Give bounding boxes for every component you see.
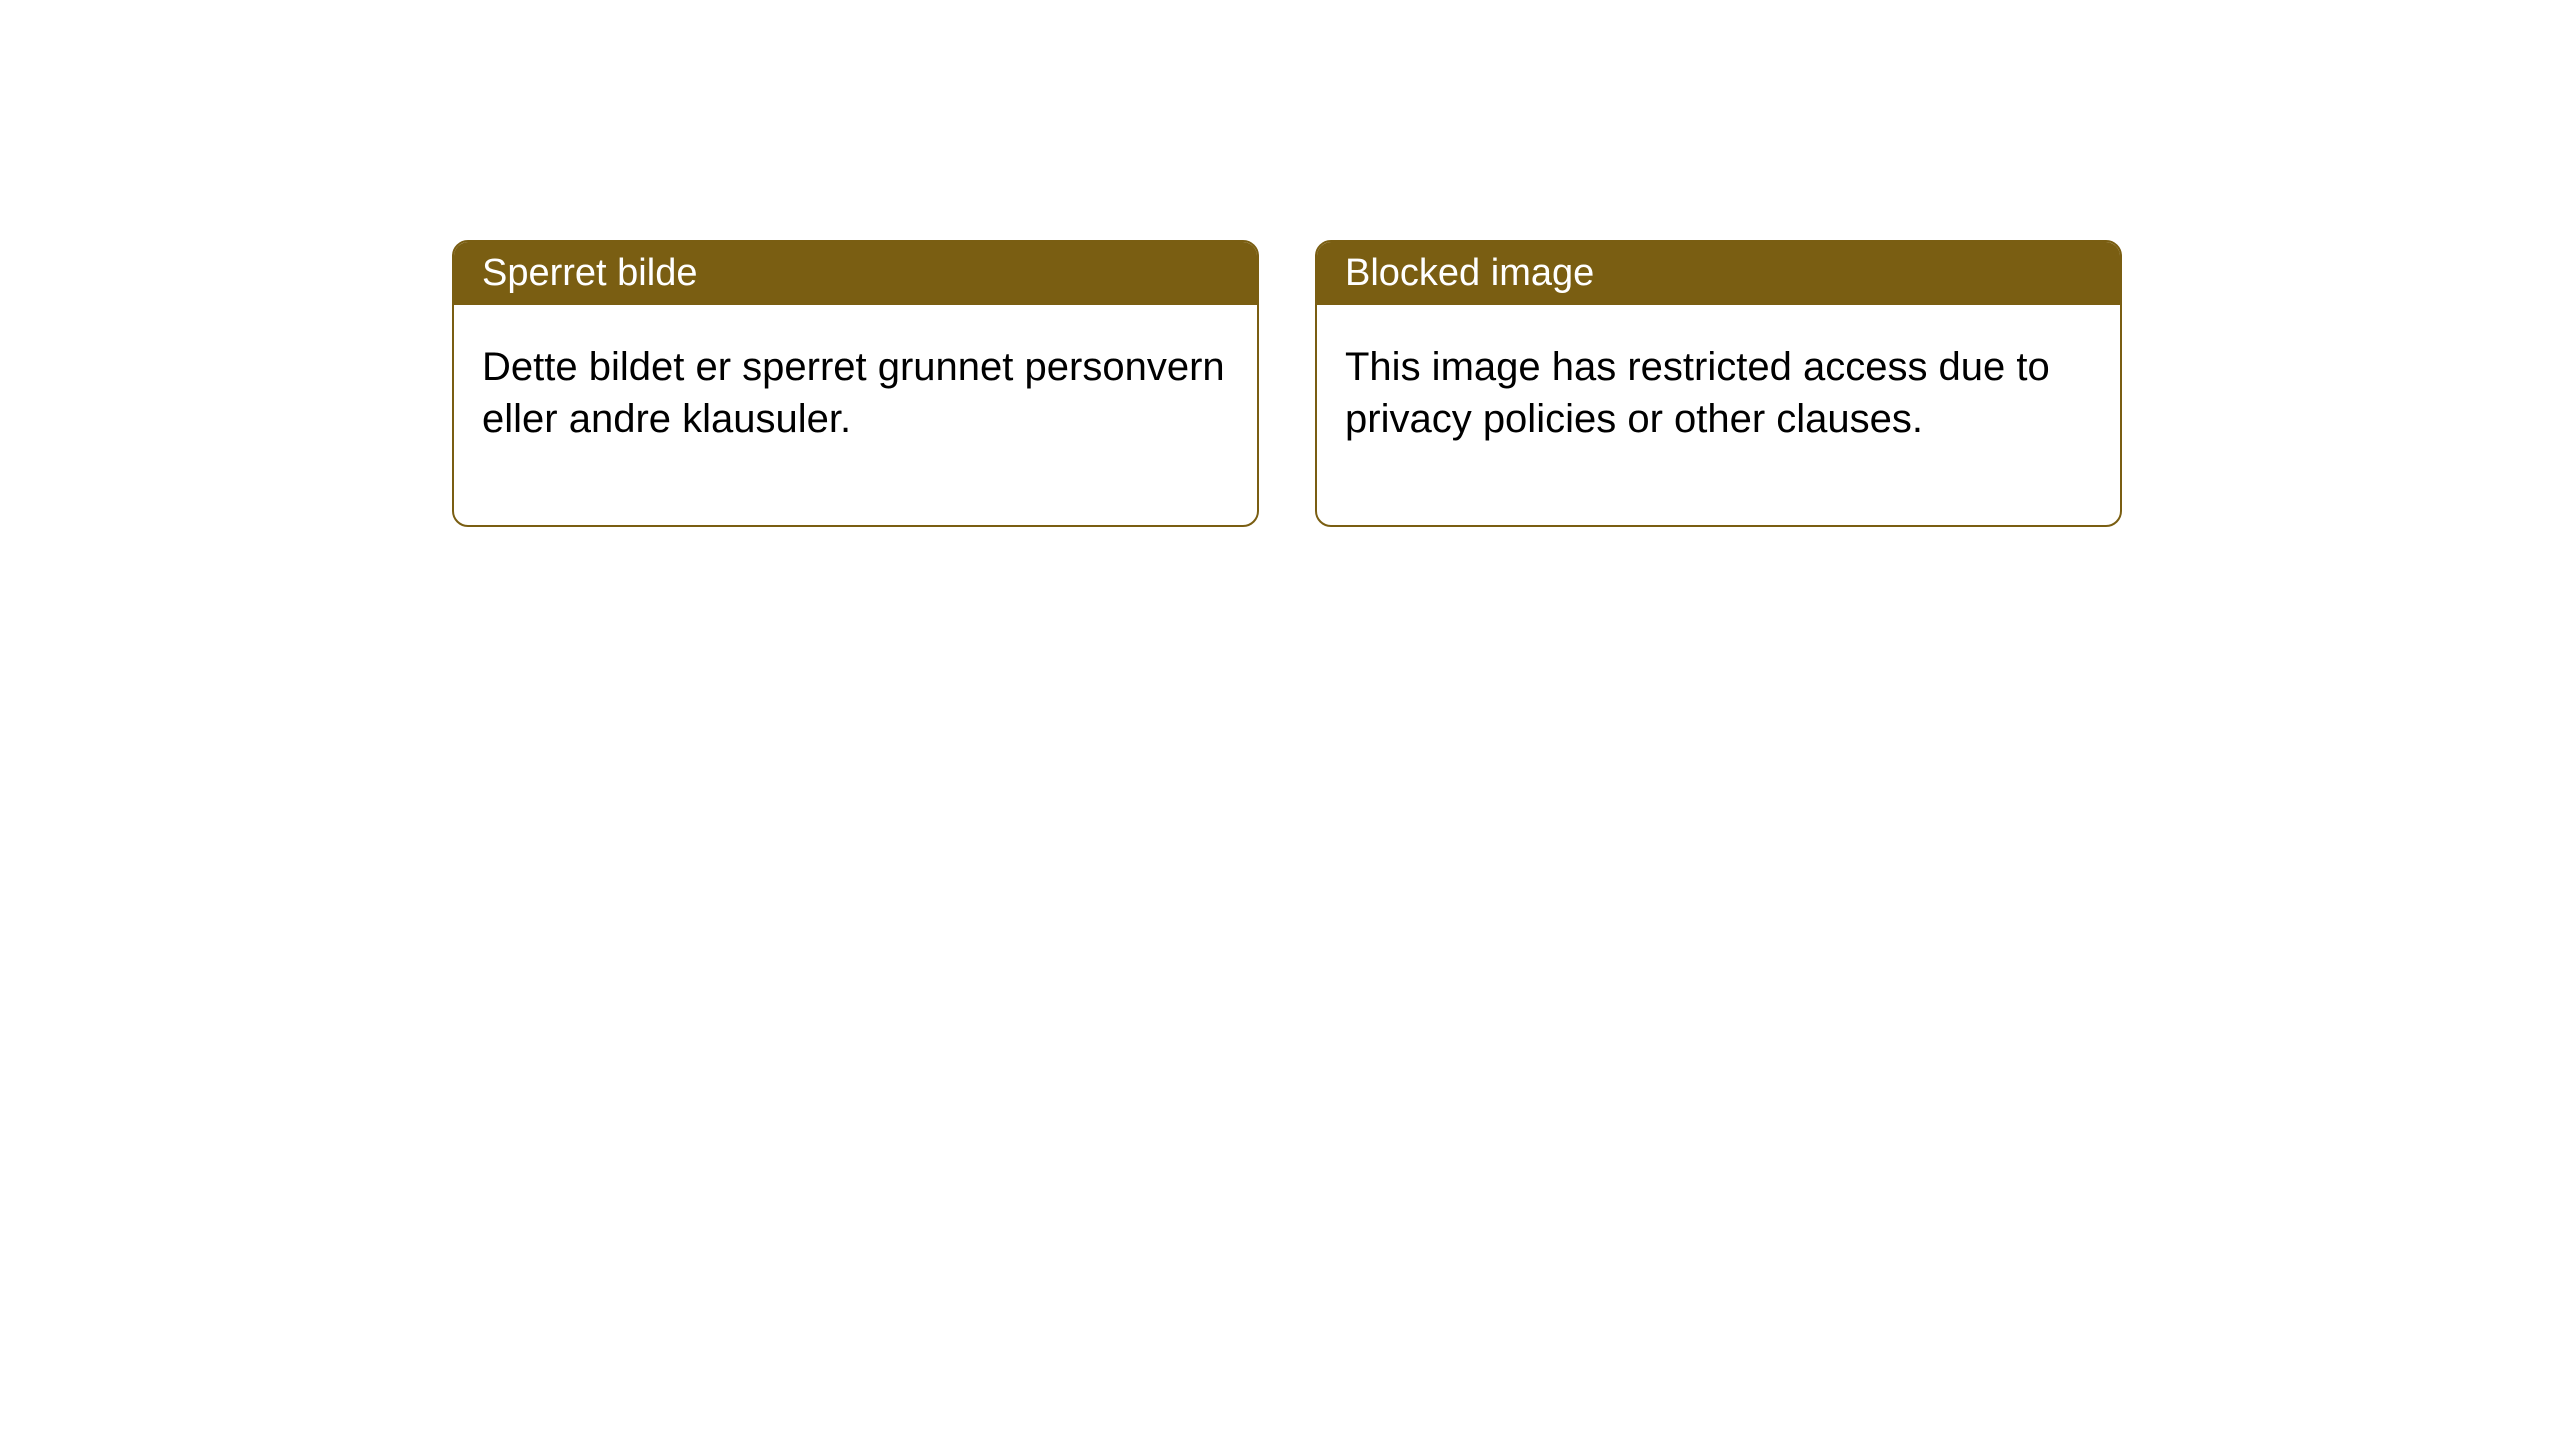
notice-cards-container: Sperret bilde Dette bildet er sperret gr… [452, 240, 2122, 527]
card-title-norwegian: Sperret bilde [454, 242, 1257, 305]
card-body-english: This image has restricted access due to … [1317, 305, 2120, 525]
card-body-norwegian: Dette bildet er sperret grunnet personve… [454, 305, 1257, 525]
card-title-english: Blocked image [1317, 242, 2120, 305]
blocked-image-card-norwegian: Sperret bilde Dette bildet er sperret gr… [452, 240, 1259, 527]
blocked-image-card-english: Blocked image This image has restricted … [1315, 240, 2122, 527]
